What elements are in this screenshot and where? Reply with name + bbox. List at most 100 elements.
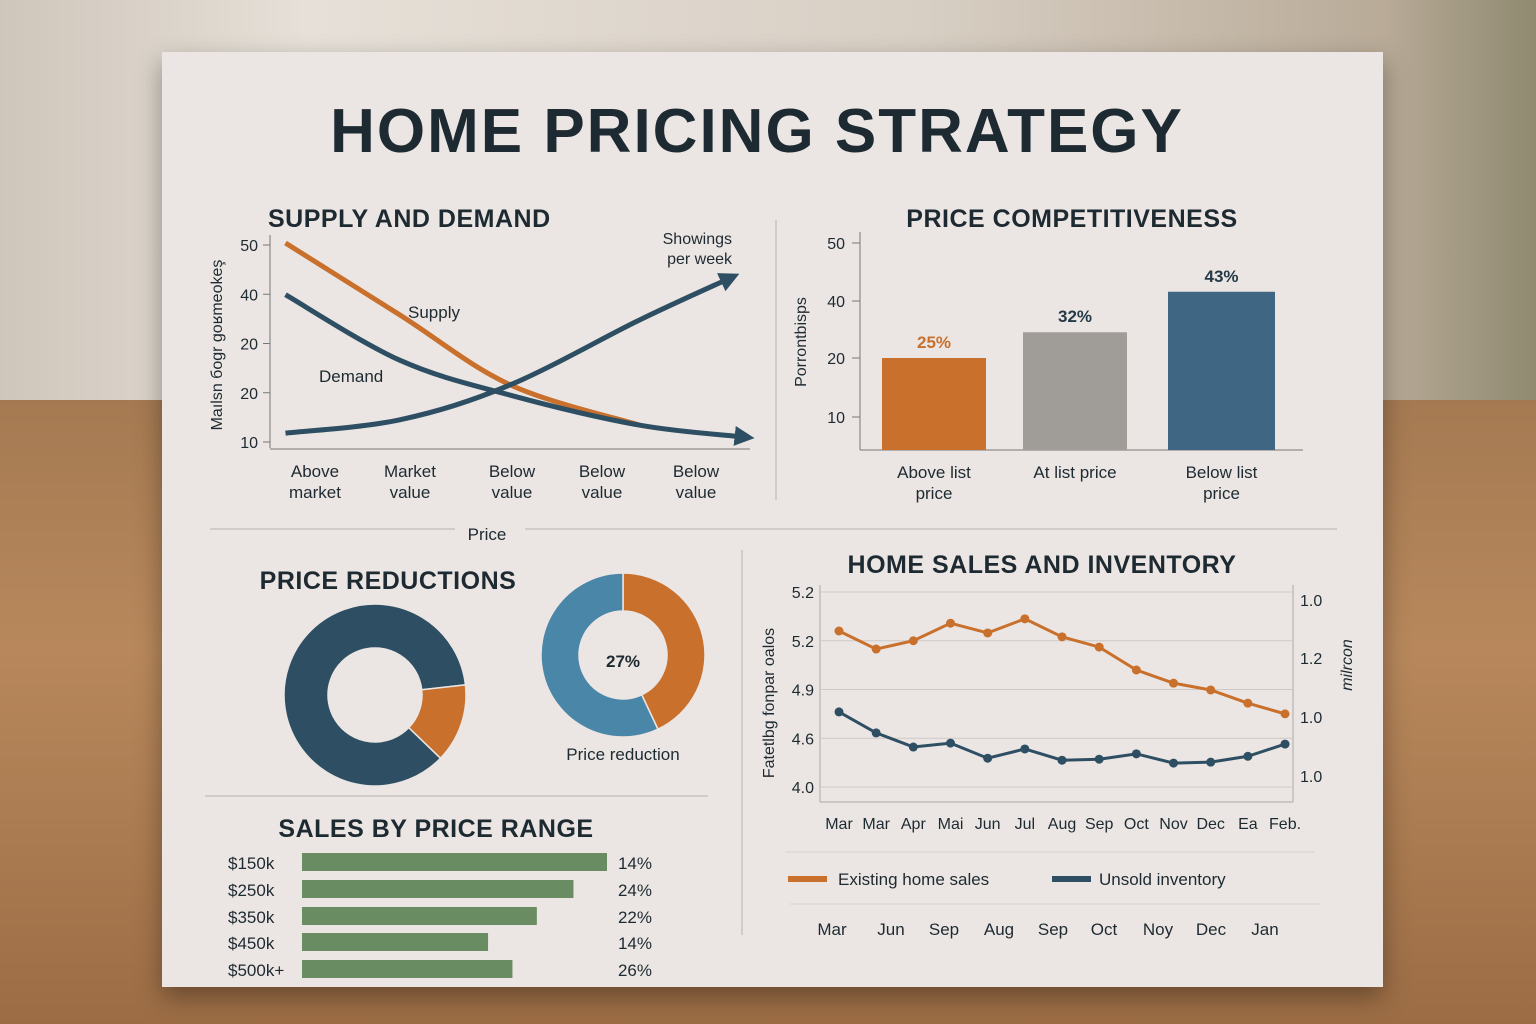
price-range-value: 14%	[618, 854, 652, 873]
infographic-card	[162, 52, 1383, 987]
x-tick-label: Sep	[1085, 816, 1114, 833]
series-line-demand	[284, 292, 755, 446]
price-range-value: 26%	[618, 961, 652, 980]
price-range-label: $150k	[228, 854, 275, 873]
x-tick-label: Below	[579, 462, 626, 481]
bottom-month-label: Sep	[929, 920, 959, 939]
data-point	[1206, 685, 1216, 695]
price-competitiveness-title: PRICE COMPETITIVENESS	[906, 205, 1237, 233]
x-tick-label: Above	[291, 462, 339, 481]
data-point	[1243, 751, 1253, 761]
y-right-tick-label: 1.0	[1300, 710, 1322, 727]
bottom-month-label: Jun	[877, 920, 904, 939]
x-tick-label: value	[582, 483, 623, 502]
y-tick-label: 20	[827, 351, 845, 368]
price-range-bar	[302, 880, 574, 898]
x-tick-label: Above list	[897, 463, 971, 482]
data-point	[834, 707, 844, 717]
y-tick-label: 4.0	[792, 780, 814, 797]
legend-swatch-unsold-inventory	[1052, 876, 1091, 882]
y-tick-label: 40	[240, 287, 258, 304]
y-tick-label: 20	[240, 337, 258, 354]
x-tick-label: Ea	[1238, 816, 1258, 833]
price-range-label: $450k	[228, 934, 275, 953]
data-point	[1169, 678, 1179, 688]
x-tick-label: price	[1203, 484, 1240, 503]
donut-center-label: 27%	[606, 652, 640, 671]
page-title: HOME PRICING STRATEGY	[330, 97, 1184, 166]
bar-value-label: 32%	[1058, 307, 1092, 326]
data-point	[1206, 757, 1216, 767]
series-line-unsold-inventory	[838, 710, 1286, 765]
legend-label: Existing home sales	[838, 870, 989, 889]
x-tick-label: Aug	[1048, 816, 1076, 833]
price-range-value: 22%	[618, 908, 652, 927]
data-point	[871, 644, 881, 654]
data-point	[1131, 749, 1141, 759]
price-range-value: 14%	[618, 934, 652, 953]
y-tick-label: 4.9	[792, 683, 814, 700]
showings-annotation: per week	[667, 251, 733, 268]
data-point	[1280, 739, 1290, 749]
x-tick-label: price	[916, 484, 953, 503]
price-range-bar	[302, 933, 489, 951]
x-tick-label: Dec	[1196, 816, 1224, 833]
y-tick-label: 10	[827, 410, 845, 427]
home-sales-inventory-chart: 4.0 4.6 4.9 5.2 5.2 1.0 1.0 1.2 1.0 Fatetlbg fonp…	[761, 585, 1356, 939]
y-tick-label: 5.2	[792, 634, 814, 651]
x-tick-label: Mar	[862, 816, 890, 833]
donut-slice	[540, 572, 659, 738]
data-point	[1020, 614, 1030, 624]
x-tick-label: Jun	[975, 816, 1001, 833]
x-tick-label: value	[676, 483, 717, 502]
x-tick-label: Apr	[901, 816, 927, 833]
data-point	[983, 753, 993, 763]
data-point	[946, 738, 956, 748]
supply-label: Supply	[408, 303, 460, 322]
x-tick-label: Mai	[938, 816, 964, 833]
bottom-month-label: Dec	[1196, 920, 1227, 939]
x-tick-label: value	[492, 483, 533, 502]
data-point	[1243, 698, 1253, 708]
series-line-supply	[284, 240, 641, 428]
price-range-bar	[302, 960, 513, 978]
data-point	[908, 742, 918, 752]
donut-slice	[407, 684, 467, 760]
bar	[882, 358, 986, 450]
data-point	[1094, 754, 1104, 764]
bottom-month-label: Jan	[1251, 920, 1278, 939]
data-point	[1280, 709, 1290, 719]
bar-value-label: 25%	[917, 333, 951, 352]
data-point	[834, 626, 844, 636]
x-axis-label: Price	[468, 525, 507, 544]
donut-slice	[622, 572, 706, 731]
data-point	[1131, 665, 1141, 675]
y-tick-label: 50	[240, 238, 258, 255]
data-point	[1169, 758, 1179, 768]
price-range-label: $250k	[228, 881, 275, 900]
data-point	[1057, 755, 1067, 765]
price-range-bar	[302, 853, 607, 871]
y-axis-label: Maılsn бogr goʁmeokeş	[209, 260, 226, 431]
price-reductions-title: PRICE REDUCTIONS	[260, 567, 517, 595]
donut-slice	[283, 603, 467, 787]
bottom-month-label: Noy	[1143, 920, 1174, 939]
x-tick-label: Jul	[1015, 816, 1035, 833]
supply-demand-title: SUPPLY AND DEMAND	[268, 205, 551, 233]
x-tick-label: Below	[489, 462, 536, 481]
bottom-month-label: Mar	[817, 920, 847, 939]
y-tick-label: 20	[240, 386, 258, 403]
x-tick-label: At list price	[1033, 463, 1116, 482]
y-axis-label: Fatetlbg fonpar oalos	[761, 628, 778, 778]
price-range-label: $350k	[228, 908, 275, 927]
data-point	[908, 636, 918, 646]
y-tick-label: 40	[827, 294, 845, 311]
legend-swatch-existing-home-sales	[788, 876, 827, 882]
sales-by-price-range-title: SALES BY PRICE RANGE	[278, 815, 593, 843]
data-point	[1094, 642, 1104, 652]
demand-label: Demand	[319, 367, 383, 386]
x-tick-label: Mar	[825, 816, 853, 833]
price-range-bar	[302, 907, 537, 925]
data-point	[946, 618, 956, 628]
